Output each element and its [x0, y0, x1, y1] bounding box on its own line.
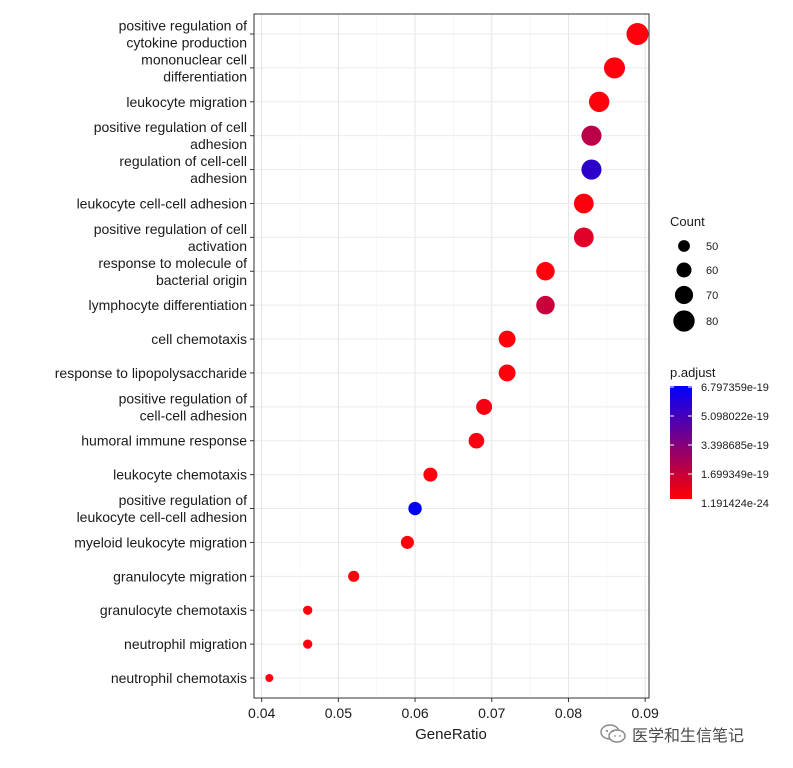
size-legend-dot [678, 240, 690, 252]
y-tick-label: positive regulation of cell [94, 221, 247, 237]
wechat-icon [600, 724, 626, 743]
data-point [536, 295, 555, 315]
watermark: 医学和生信笔记 [600, 722, 744, 746]
data-point [573, 193, 594, 214]
y-tick-label: leukocyte cell-cell adhesion [77, 509, 247, 525]
y-tick-label: leukocyte cell-cell adhesion [77, 195, 247, 211]
x-axis: 0.04 0.05 0.06 0.07 0.08 0.09 [248, 698, 659, 721]
y-tick-label: adhesion [190, 136, 247, 152]
y-tick-label: response to molecule of [98, 255, 247, 271]
grid-lines [254, 14, 649, 698]
y-tick-label: cytokine production [126, 35, 247, 51]
y-tick-label: leukocyte chemotaxis [113, 467, 247, 483]
data-point [476, 398, 493, 415]
y-tick-label: granulocyte chemotaxis [100, 602, 247, 618]
size-legend-label: 70 [706, 290, 718, 302]
y-tick-label: humoral immune response [81, 433, 247, 449]
x-tick-label: 0.05 [325, 705, 352, 721]
y-tick-label: cell chemotaxis [151, 331, 247, 347]
size-legend: Count 50 60 70 80 [670, 214, 718, 332]
color-legend-label: 3.398685e-19 [701, 440, 769, 452]
data-point [581, 125, 602, 146]
y-tick-label: leukocyte migration [126, 94, 247, 110]
plot-panel [253, 13, 650, 699]
y-tick-label: neutrophil chemotaxis [111, 670, 247, 686]
y-tick-label: cell-cell adhesion [140, 407, 247, 423]
color-legend-label: 6.797359e-19 [701, 382, 769, 394]
y-tick-label: positive regulation of [119, 390, 248, 406]
data-points [265, 23, 649, 682]
size-legend-label: 80 [706, 316, 718, 328]
color-legend-title: p.adjust [670, 365, 716, 380]
size-legend-dot [674, 285, 694, 305]
y-tick-label: response to lipopolysaccharide [55, 365, 247, 381]
data-point [626, 23, 649, 45]
y-tick-label: activation [188, 238, 247, 254]
y-tick-label: bacterial origin [156, 272, 247, 288]
y-tick-label: positive regulation of [119, 18, 248, 34]
size-legend-label: 50 [706, 241, 718, 253]
data-point [573, 227, 594, 248]
y-tick-label: differentiation [163, 68, 247, 84]
data-point [303, 605, 313, 615]
data-point [581, 159, 602, 180]
size-legend-title: Count [670, 214, 705, 229]
y-tick-label: granulocyte migration [113, 568, 247, 584]
y-tick-label: neutrophil migration [124, 636, 247, 652]
data-point [348, 570, 360, 582]
y-tick-label: regulation of cell-cell [119, 153, 247, 169]
size-legend-label: 60 [706, 265, 718, 277]
y-tick-label: mononuclear cell [141, 51, 247, 67]
size-legend-dot [673, 310, 695, 332]
data-point [423, 467, 438, 482]
x-tick-label: 0.06 [401, 705, 428, 721]
data-point [536, 262, 555, 281]
data-point [265, 674, 274, 682]
data-point [498, 330, 516, 348]
x-tick-label: 0.07 [478, 705, 505, 721]
color-legend-label: 1.191424e-24 [701, 498, 769, 510]
y-tick-label: positive regulation of cell [94, 119, 247, 135]
x-tick-label: 0.09 [632, 705, 659, 721]
watermark-text: 医学和生信笔记 [632, 726, 745, 745]
color-legend-label: 1.699349e-19 [701, 469, 769, 481]
y-tick-label: myeloid leukocyte migration [74, 534, 247, 550]
y-tick-label: adhesion [190, 170, 247, 186]
data-point [400, 535, 414, 549]
color-legend-label: 5.098022e-19 [701, 411, 769, 423]
data-point [468, 432, 485, 449]
data-point [303, 639, 313, 649]
color-bar [670, 386, 692, 499]
x-axis-title: GeneRatio [415, 726, 487, 743]
data-point [588, 91, 610, 112]
size-legend-dot [676, 262, 692, 278]
data-point [603, 57, 626, 79]
data-point [498, 364, 516, 382]
x-tick-label: 0.04 [248, 705, 275, 721]
y-tick-label: positive regulation of [119, 492, 248, 508]
color-legend: p.adjust 6.797359e-19 5.098022e-19 3.39868… [670, 365, 769, 510]
x-tick-label: 0.08 [555, 705, 582, 721]
y-tick-label: lymphocyte differentiation [89, 297, 248, 313]
y-axis-ticks [250, 33, 254, 679]
data-point [408, 501, 422, 516]
